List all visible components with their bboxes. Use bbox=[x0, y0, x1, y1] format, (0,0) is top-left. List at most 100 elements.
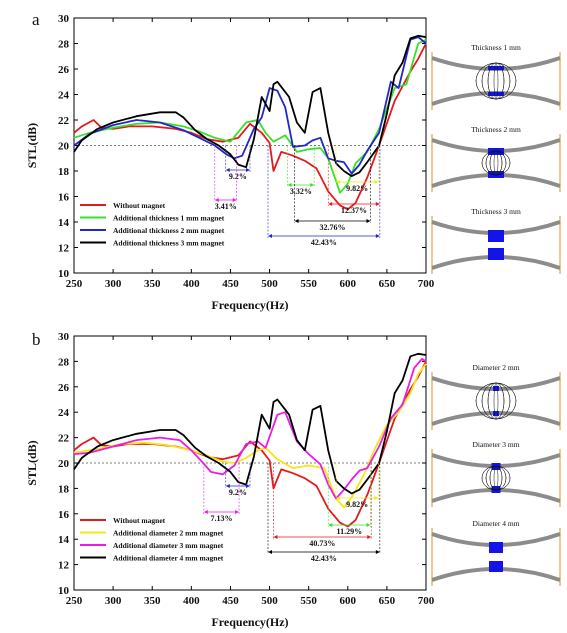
annotation-label: 3.32% bbox=[290, 187, 312, 196]
x-tick-label: 350 bbox=[144, 595, 161, 607]
schematic-label: Diameter 2 mm bbox=[472, 363, 519, 372]
legend-label: Additional diameter 3 mm magnet bbox=[113, 541, 224, 550]
annotation-arrowhead bbox=[328, 523, 333, 527]
x-tick-label: 700 bbox=[418, 595, 435, 607]
annotation-arrowhead bbox=[310, 183, 315, 187]
annotation-arrowhead bbox=[336, 496, 341, 500]
x-tick-label: 300 bbox=[105, 278, 122, 290]
annotation-arrowhead bbox=[375, 234, 380, 238]
x-tick-label: 250 bbox=[66, 595, 83, 607]
series-line-3 bbox=[73, 357, 427, 500]
schematic-label: Diameter 4 mm bbox=[472, 519, 519, 528]
x-tick-label: 500 bbox=[261, 595, 278, 607]
y-axis-label: STL(dB) bbox=[25, 440, 39, 485]
series-line-4 bbox=[73, 352, 427, 495]
series-line-4 bbox=[73, 34, 427, 178]
annotation-label: 40.73% bbox=[309, 539, 335, 548]
annotation-arrowhead bbox=[232, 198, 237, 202]
annotation-arrowhead bbox=[328, 202, 333, 206]
series-line-2 bbox=[73, 38, 427, 194]
annotation-arrowhead bbox=[214, 198, 219, 202]
y-tick-label: 10 bbox=[58, 585, 70, 597]
annotation-arrowhead bbox=[246, 484, 250, 488]
legend-label: Additional diameter 4 mm magnet bbox=[113, 554, 224, 563]
legend-label: Additional thickness 2 mm magnet bbox=[113, 226, 225, 235]
legend-label: Without magnet bbox=[113, 516, 166, 525]
lower-magnet bbox=[488, 248, 504, 260]
y-tick-label: 28 bbox=[58, 356, 70, 368]
legend-label: Additional thickness 3 mm magnet bbox=[113, 239, 225, 248]
x-tick-label: 400 bbox=[183, 278, 200, 290]
lower-magnet bbox=[491, 486, 501, 493]
annotation-label: 9.2% bbox=[229, 488, 247, 497]
schematic-b-1: Diameter 2 mm bbox=[431, 363, 561, 430]
legend-label: Without magnet bbox=[113, 201, 166, 210]
legend-label: Additional thickness 1 mm magnet bbox=[113, 214, 225, 223]
annotation-label: 42.43% bbox=[311, 238, 337, 247]
upper-magnet bbox=[488, 148, 504, 155]
y-tick-label: 26 bbox=[58, 382, 70, 394]
y-tick-label: 24 bbox=[58, 407, 70, 419]
legend-label: Additional diameter 2 mm magnet bbox=[113, 529, 224, 538]
annotation-arrowhead bbox=[366, 523, 371, 527]
y-tick-label: 20 bbox=[58, 141, 70, 153]
x-tick-label: 550 bbox=[300, 595, 317, 607]
annotation-arrowhead bbox=[375, 550, 380, 554]
x-tick-label: 650 bbox=[379, 278, 396, 290]
schematic-label: Thickness 3 mm bbox=[471, 207, 521, 216]
y-tick-label: 18 bbox=[58, 483, 70, 495]
lower-magnet bbox=[493, 411, 499, 416]
schematic-a-2: Thickness 2 mm bbox=[431, 125, 561, 192]
x-tick-label: 400 bbox=[183, 595, 200, 607]
upper-magnet bbox=[489, 542, 503, 553]
annotation-arrowhead bbox=[267, 234, 272, 238]
field-line bbox=[481, 150, 511, 176]
x-tick-label: 350 bbox=[144, 278, 161, 290]
x-tick-label: 600 bbox=[340, 278, 357, 290]
schematic-b-3: Diameter 4 mm bbox=[431, 519, 561, 586]
annotation-label: 9.2% bbox=[229, 172, 247, 181]
annotation-arrowhead bbox=[267, 550, 272, 554]
y-tick-label: 18 bbox=[58, 166, 70, 178]
upper-magnet bbox=[488, 66, 504, 70]
annotation-arrowhead bbox=[225, 168, 230, 172]
lower-magnet bbox=[489, 561, 503, 572]
field-line bbox=[475, 62, 517, 100]
annotation-arrowhead bbox=[235, 510, 240, 514]
y-tick-label: 20 bbox=[58, 458, 70, 470]
annotation-arrowhead bbox=[374, 496, 379, 500]
annotation-label: 9.82% bbox=[346, 184, 368, 193]
x-tick-label: 300 bbox=[105, 595, 122, 607]
upper-magnet bbox=[491, 463, 501, 470]
y-tick-label: 16 bbox=[58, 192, 70, 204]
series-line-2 bbox=[73, 363, 427, 509]
annotation-label: 9.82% bbox=[346, 500, 368, 509]
x-tick-label: 250 bbox=[66, 278, 83, 290]
y-tick-label: 12 bbox=[58, 243, 70, 255]
x-tick-label: 600 bbox=[340, 595, 357, 607]
upper-magnet bbox=[493, 386, 499, 391]
annotation-arrowhead bbox=[203, 510, 208, 514]
x-tick-label: 550 bbox=[300, 278, 317, 290]
y-tick-label: 14 bbox=[58, 534, 70, 546]
lower-magnet bbox=[488, 92, 504, 96]
annotation-arrowhead bbox=[366, 219, 371, 223]
annotation-label: 11.29% bbox=[337, 527, 363, 536]
schematic-b-2: Diameter 3 mm bbox=[431, 440, 561, 507]
lower-magnet bbox=[488, 171, 504, 178]
schematic-label: Thickness 1 mm bbox=[471, 43, 521, 52]
annotation-arrowhead bbox=[273, 535, 278, 539]
annotation-arrowhead bbox=[375, 202, 380, 206]
schematic-a-3: Thickness 3 mm bbox=[431, 207, 561, 274]
annotation-label: 3.41% bbox=[215, 202, 237, 211]
y-tick-label: 22 bbox=[58, 115, 70, 127]
y-tick-label: 16 bbox=[58, 509, 70, 521]
annotation-arrowhead bbox=[225, 484, 230, 488]
annotation-arrowhead bbox=[294, 219, 299, 223]
annotation-arrowhead bbox=[367, 535, 372, 539]
y-tick-label: 30 bbox=[58, 331, 70, 343]
series-line-3 bbox=[73, 36, 427, 175]
y-axis-label: STL(dB) bbox=[25, 123, 39, 168]
panel-label: b bbox=[32, 330, 41, 349]
